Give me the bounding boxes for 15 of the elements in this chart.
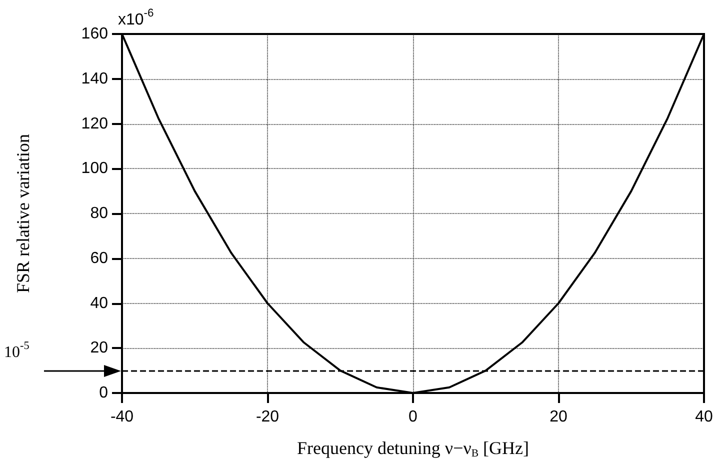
y-tick-label: 0 (99, 384, 108, 402)
y-tick-label: 100 (81, 160, 108, 178)
y-tick-label: 160 (81, 26, 108, 42)
x-tick-label: -20 (256, 408, 280, 426)
y-axis-title: FSR relative variation (13, 134, 33, 293)
y-tick-label: 40 (90, 294, 108, 312)
x-tick-label: 0 (408, 408, 418, 426)
y-tick-label: 60 (90, 250, 108, 267)
x-tick-label: 40 (695, 408, 713, 426)
x-tick-label: -40 (110, 408, 134, 426)
y-tick-label: 80 (90, 205, 108, 222)
y-tick-label: 20 (90, 340, 108, 357)
y-tick-label: 120 (81, 115, 108, 132)
y-tick-label: 140 (81, 70, 108, 88)
x-tick-label: 20 (550, 408, 568, 426)
